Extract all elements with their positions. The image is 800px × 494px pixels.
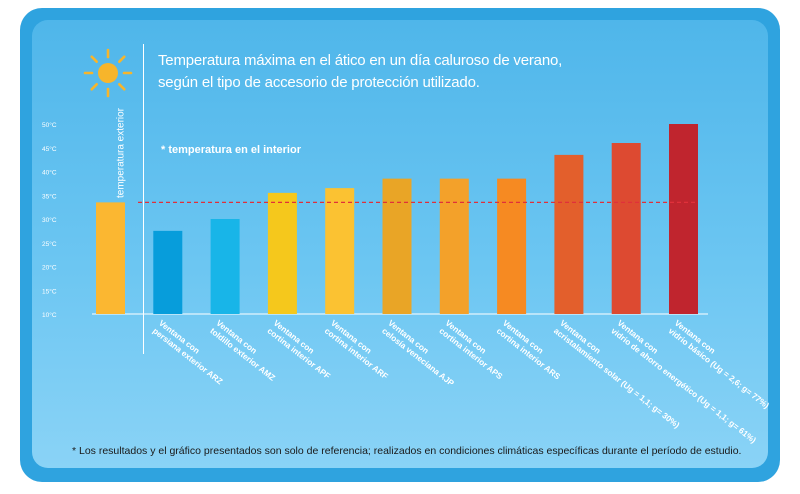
bar [382,178,412,314]
chart-title: Temperatura máxima en el ático en un día… [158,50,562,94]
y-tick-label: 45°C [42,145,57,153]
y-tick-label: 35°C [42,192,57,200]
bar [669,124,698,314]
y-tick-label: 50°C [42,121,57,129]
bar [267,192,297,314]
category-label: Ventana convidrio básico (Ug = 2,6; g= 7… [667,318,778,411]
y-tick-label: 40°C [42,169,57,177]
bar [153,230,183,314]
bar [497,178,527,314]
y-tick-label: 20°C [42,264,57,272]
footnote: * Los resultados y el gráfico presentado… [72,445,742,457]
sun-icon [83,48,133,98]
bar [554,154,584,314]
y-tick-label: 30°C [42,216,57,224]
bar [439,178,469,314]
y-tick-label: 25°C [42,240,57,248]
interior-temperature-note: * temperatura en el interior [161,144,301,156]
title-line-1: Temperatura máxima en el ático en un día… [158,52,563,69]
bar [611,143,641,314]
bar [210,219,240,314]
title-line-2: según el tipo de accesorio de protección… [158,74,480,91]
y-tick-label: 10°C [42,311,57,319]
bar [96,202,125,314]
y-tick-label: 15°C [42,287,57,295]
divider-line [143,44,144,354]
bar [325,188,355,314]
